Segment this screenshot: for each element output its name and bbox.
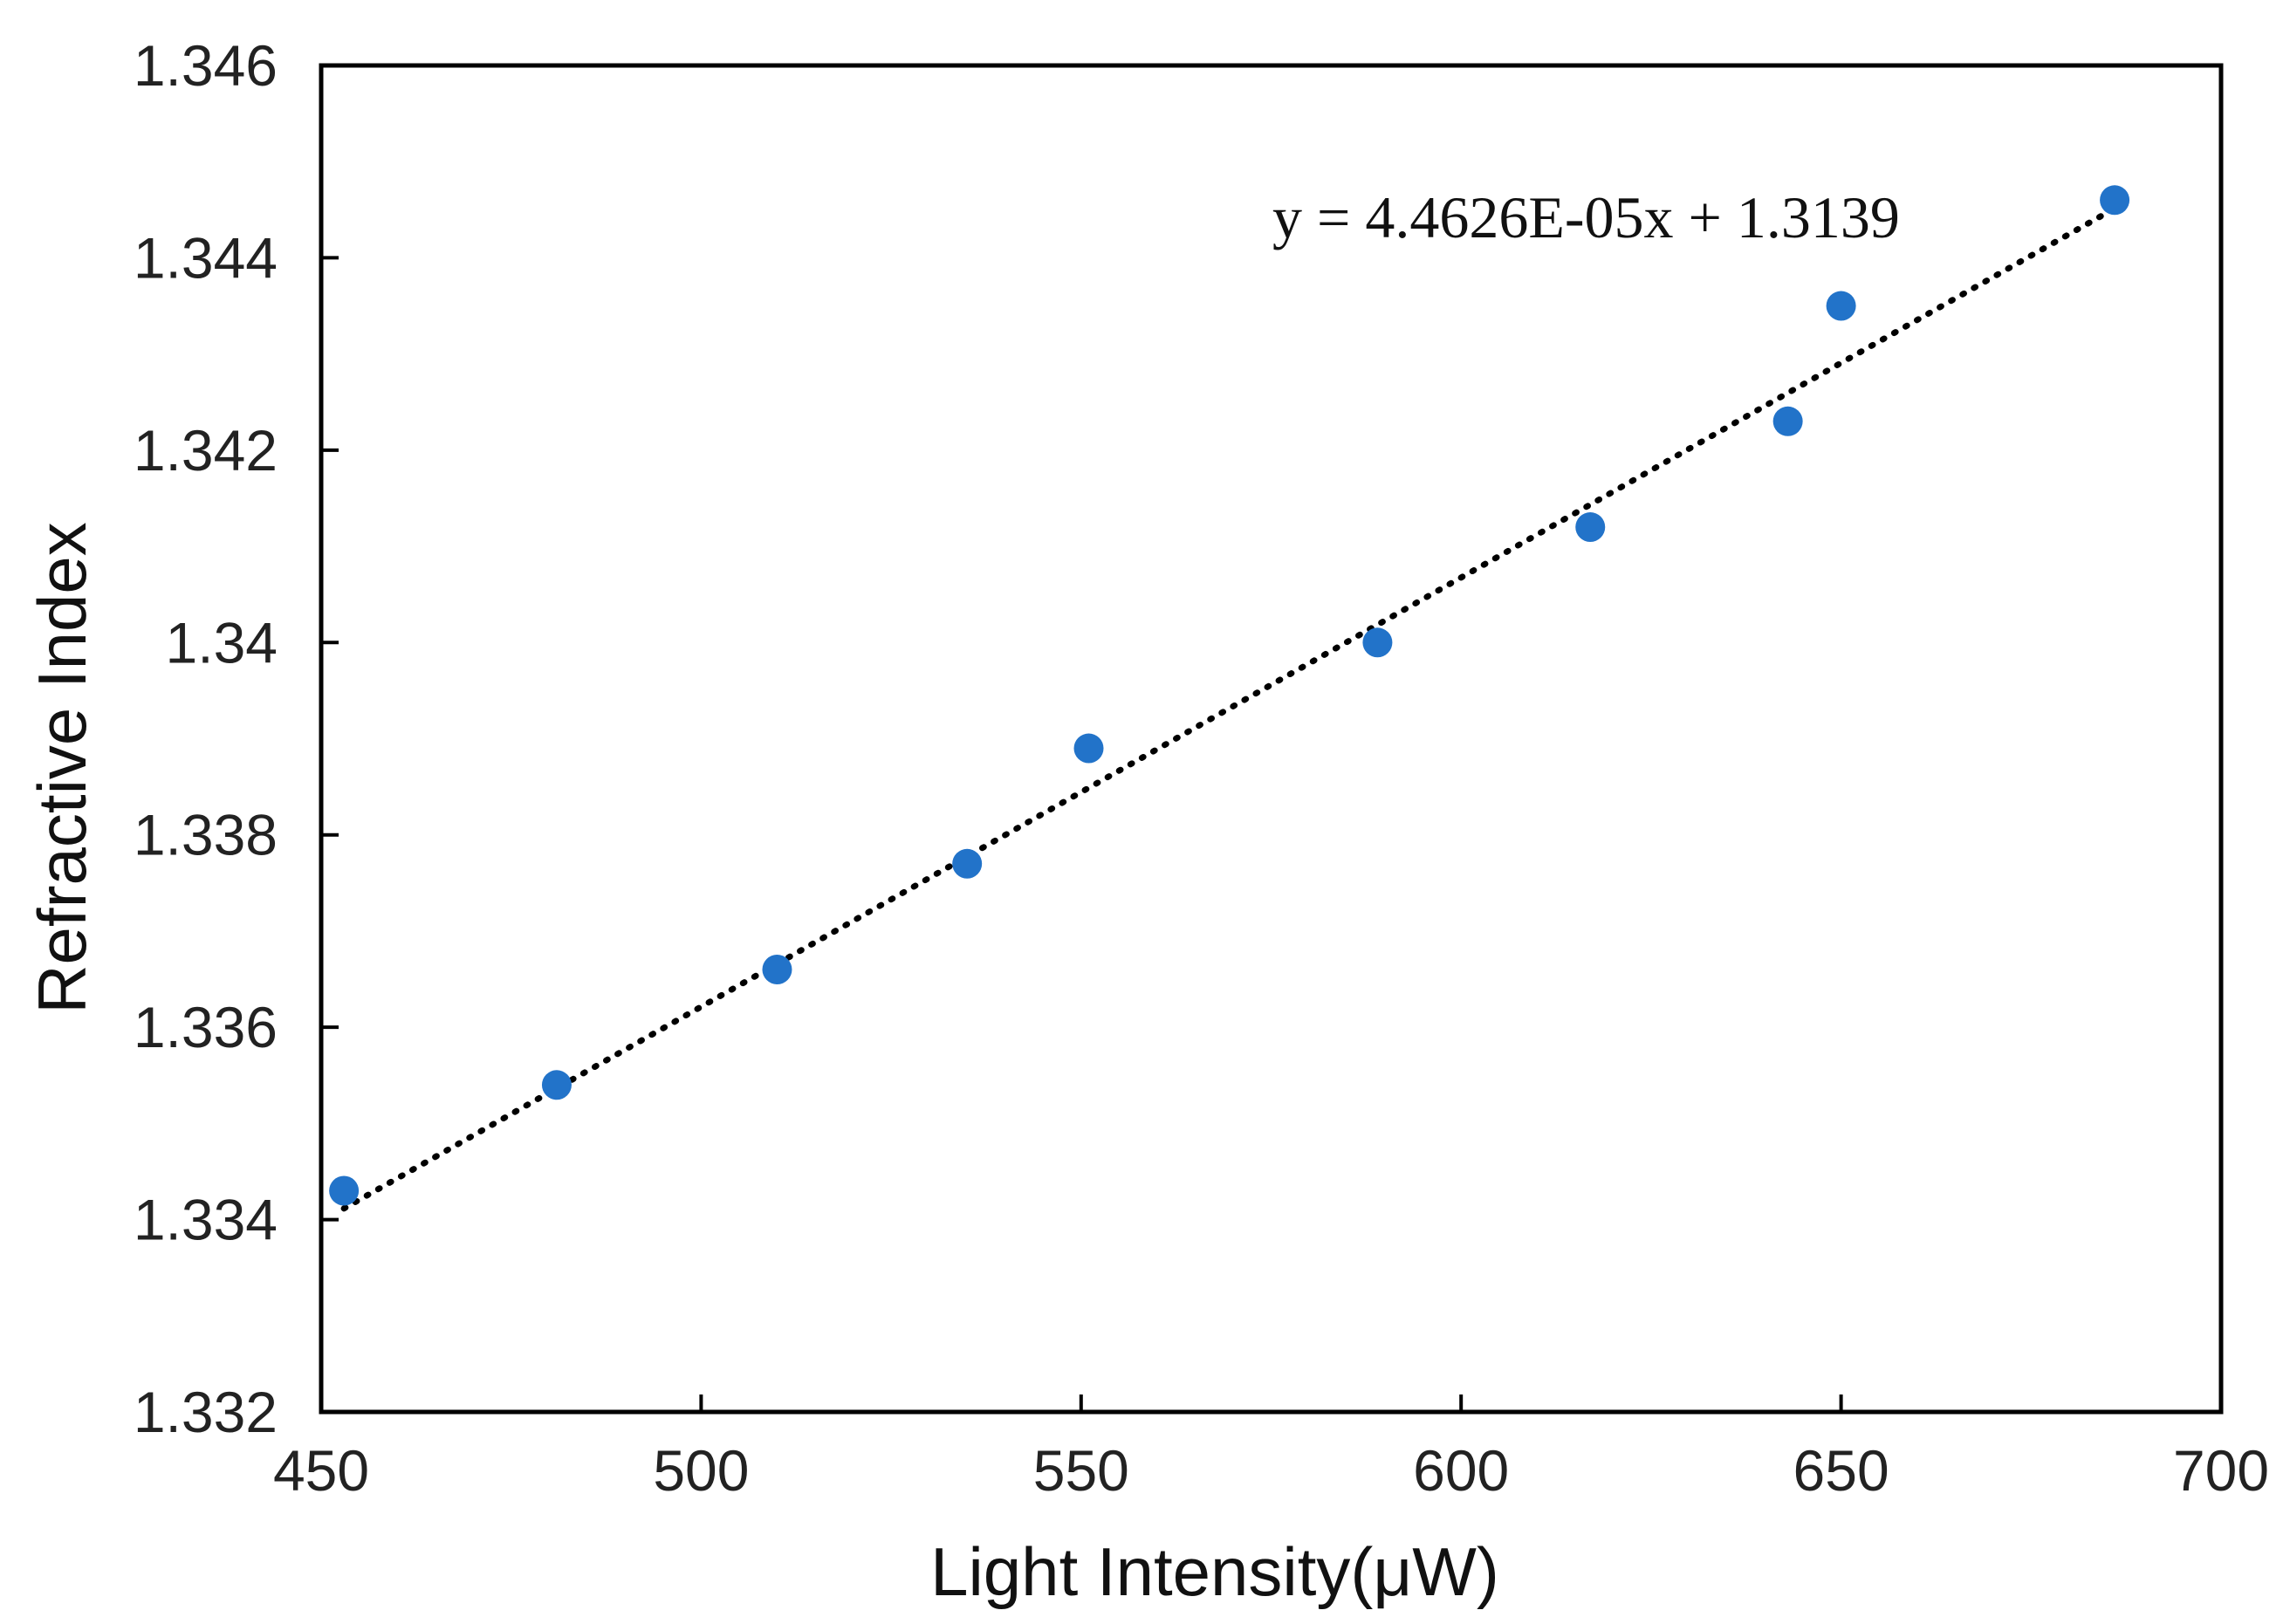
x-axis-title: Light Intensity(μW) xyxy=(930,1533,1499,1610)
trendline-equation: y = 4.4626E-05x + 1.3139 xyxy=(1272,184,1900,250)
x-axis-ticks: 450 500 550 600 650 700 xyxy=(273,1394,2269,1503)
y-axis-title: Refractive Index xyxy=(24,522,100,1014)
y-tick-label: 1.344 xyxy=(134,225,278,290)
x-tick-label: 700 xyxy=(2173,1438,2269,1503)
data-point xyxy=(1826,291,1856,321)
data-points xyxy=(329,185,2130,1206)
plot-frame xyxy=(319,63,2224,1415)
data-point xyxy=(952,848,983,879)
y-tick-label: 1.342 xyxy=(134,418,278,483)
data-point xyxy=(762,955,792,985)
y-tick-label: 1.346 xyxy=(134,33,278,98)
data-point xyxy=(1362,627,1393,658)
data-point xyxy=(1772,406,1803,436)
y-tick-label: 1.338 xyxy=(134,803,278,867)
y-tick-label: 1.336 xyxy=(134,995,278,1059)
data-point xyxy=(329,1175,360,1206)
y-tick-label: 1.332 xyxy=(134,1380,278,1444)
y-tick-label: 1.334 xyxy=(134,1188,278,1252)
data-point xyxy=(541,1070,572,1100)
data-point xyxy=(2100,185,2130,216)
x-tick-label: 600 xyxy=(1413,1438,1509,1503)
data-point xyxy=(1073,733,1104,764)
x-tick-label: 500 xyxy=(653,1438,749,1503)
x-tick-label: 650 xyxy=(1793,1438,1889,1503)
data-point xyxy=(1575,512,1606,543)
y-axis-ticks: 1.332 1.334 1.336 1.338 1.34 1.342 1.344 1.346 xyxy=(134,33,339,1444)
x-tick-label: 450 xyxy=(273,1438,369,1503)
trendline xyxy=(340,205,2118,1212)
y-tick-label: 1.34 xyxy=(166,610,278,675)
x-tick-label: 550 xyxy=(1033,1438,1129,1503)
